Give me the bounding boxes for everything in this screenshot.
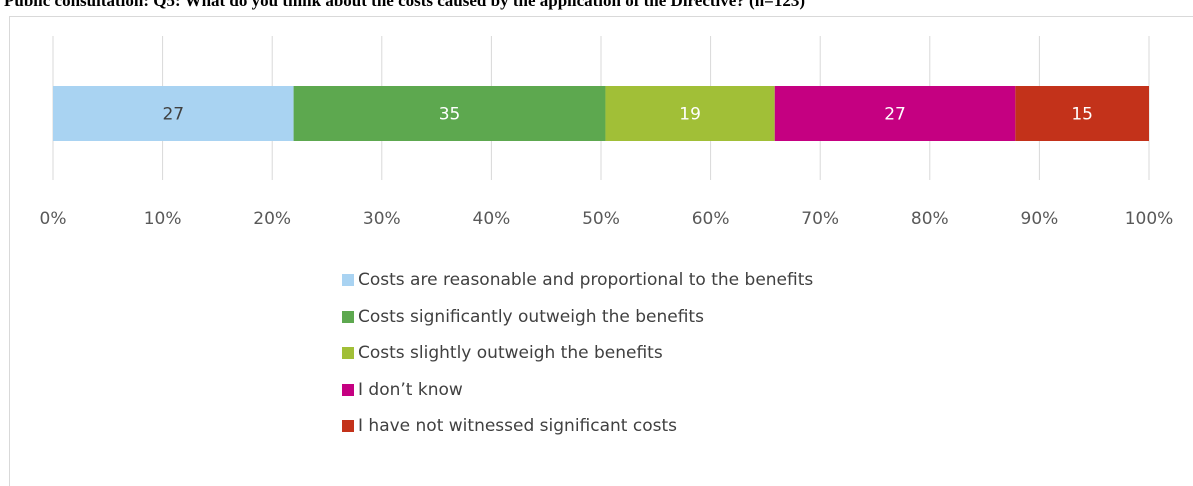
data-label: 15 (1071, 105, 1093, 125)
legend-label: I have not witnessed significant costs (358, 416, 677, 437)
legend-item: Costs are reasonable and proportional to… (342, 262, 962, 299)
legend: Costs are reasonable and proportional to… (342, 262, 962, 445)
x-tick-label: 70% (801, 209, 839, 229)
legend-swatch (342, 274, 354, 287)
x-tick-label: 100% (1125, 209, 1174, 229)
x-tick-label: 30% (363, 209, 401, 229)
bar-segment (605, 86, 775, 141)
data-label: 27 (162, 105, 184, 125)
data-label: 35 (439, 105, 461, 125)
x-tick-label: 40% (473, 209, 511, 229)
legend-swatch (342, 310, 354, 323)
bar-segment (1015, 86, 1149, 141)
bar-segment (53, 86, 294, 141)
legend-item: Costs slightly outweigh the benefits (342, 335, 962, 372)
legend-swatch (342, 420, 354, 433)
x-tick-label: 20% (253, 209, 291, 229)
chart-title: Public consultation: Q5: What do you thi… (4, 0, 806, 10)
bar-segment (774, 86, 1016, 141)
legend-label: Costs slightly outweigh the benefits (358, 343, 663, 364)
legend-label: Costs are reasonable and proportional to… (358, 270, 814, 291)
x-tick-label: 80% (911, 209, 949, 229)
x-tick-label: 0% (40, 209, 67, 229)
data-label: 27 (884, 105, 906, 125)
legend-item: Costs significantly outweigh the benefit… (342, 299, 962, 336)
x-tick-label: 10% (144, 209, 182, 229)
legend-item: I don’t know (342, 372, 962, 409)
legend-swatch (342, 347, 354, 360)
x-tick-label: 90% (1021, 209, 1059, 229)
x-tick-label: 50% (582, 209, 620, 229)
x-tick-label: 60% (692, 209, 730, 229)
legend-item: I have not witnessed significant costs (342, 408, 962, 445)
legend-swatch (342, 383, 354, 396)
chart-frame (9, 16, 1193, 486)
bar-segment (293, 86, 606, 141)
legend-label: Costs significantly outweigh the benefit… (358, 306, 704, 327)
data-label: 19 (679, 105, 701, 125)
legend-label: I don’t know (358, 379, 463, 400)
